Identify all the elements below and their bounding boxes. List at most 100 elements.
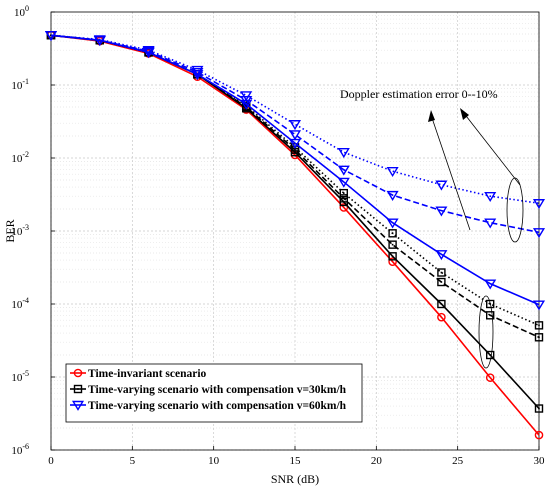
series-group xyxy=(44,30,546,440)
data-point-1-7 xyxy=(388,252,397,261)
y-tick-exponent: -4 xyxy=(22,296,29,305)
x-tick-label: 30 xyxy=(534,455,546,467)
data-point-5-4 xyxy=(240,95,253,107)
data-point-5-5 xyxy=(288,130,302,141)
data-point-4-3 xyxy=(191,70,204,81)
legend-entry-0: Time-invariant scenario xyxy=(70,368,207,380)
data-point-1-10-dot xyxy=(538,407,540,410)
series-6 xyxy=(44,31,546,210)
series-line-0 xyxy=(50,34,540,436)
data-point-1-10 xyxy=(534,404,544,413)
data-point-6-5 xyxy=(288,120,302,131)
data-point-3-8-dot xyxy=(440,271,443,274)
y-tick-label: 10-5 xyxy=(11,369,29,384)
data-point-5-7 xyxy=(386,190,399,201)
x-axis-label: SNR (dB) xyxy=(271,472,319,486)
annotation-group: Doppler estimation error 0--10% xyxy=(340,87,524,369)
x-tick-label: 20 xyxy=(371,455,383,467)
legend-marker xyxy=(71,400,85,411)
x-tick-label: 0 xyxy=(48,455,54,467)
y-tick-label: 100 xyxy=(14,4,29,19)
data-point-2-9-dot xyxy=(489,314,491,317)
data-point-2-4-dot xyxy=(245,106,247,108)
annotation-arrowhead-right xyxy=(460,108,469,120)
y-tick-exponent: -3 xyxy=(22,223,29,232)
data-point-2-8 xyxy=(437,277,446,287)
y-tick-exponent: -1 xyxy=(22,77,29,86)
data-point-3-6-dot xyxy=(343,192,345,194)
y-tick-exponent: 0 xyxy=(25,4,29,13)
data-point-1-9-dot xyxy=(489,354,491,356)
legend-box xyxy=(65,363,363,423)
data-point-5-9 xyxy=(484,218,497,229)
data-point-6-1 xyxy=(93,35,106,46)
data-point-3-6 xyxy=(339,188,348,198)
data-point-6-3 xyxy=(191,65,204,76)
data-point-2-6 xyxy=(339,194,348,203)
annotation-arrowhead-left xyxy=(428,110,435,122)
data-point-2-7-dot xyxy=(391,243,394,246)
data-point-2-6-dot xyxy=(343,197,345,200)
data-point-6-2 xyxy=(142,45,155,57)
data-point-3-8 xyxy=(437,268,446,277)
data-point-3-7 xyxy=(388,229,397,238)
x-tick-label: 15 xyxy=(290,455,302,467)
data-point-6-6 xyxy=(337,148,350,159)
annotation-arrow-left xyxy=(430,114,471,231)
data-point-3-0-dot xyxy=(50,34,52,37)
data-point-3-10-dot xyxy=(538,324,540,327)
y-tick-label: 10-4 xyxy=(11,296,29,311)
y-tick-exponent: -6 xyxy=(22,442,29,451)
data-point-3-7-dot xyxy=(391,232,394,235)
data-point-1-8-dot xyxy=(440,303,443,305)
legend-label: Time-varying scenario with compensation … xyxy=(88,400,347,412)
y-tick-exponent: -5 xyxy=(22,369,29,378)
y-axis-label: BER xyxy=(3,219,17,242)
data-point-2-9 xyxy=(486,311,495,320)
data-point-1-8 xyxy=(437,299,446,309)
data-point-3-9 xyxy=(486,299,495,309)
data-point-1-5-dot xyxy=(294,151,296,154)
data-point-5-10 xyxy=(532,228,546,239)
data-point-4-8 xyxy=(435,250,448,261)
y-tick-label: 10-2 xyxy=(11,150,29,165)
data-point-4-6 xyxy=(337,177,350,188)
data-point-6-0 xyxy=(44,31,58,42)
x-tick-label: 5 xyxy=(130,455,136,467)
legend: Time-invariant scenario Time-varying scen… xyxy=(65,363,363,423)
data-point-6-10 xyxy=(532,199,546,210)
data-point-0-6 xyxy=(339,203,349,212)
data-point-4-9 xyxy=(484,279,497,290)
annotation-ellipse-black xyxy=(478,295,494,369)
x-tick-label: 10 xyxy=(208,455,220,467)
data-point-6-7 xyxy=(386,166,399,178)
annotation-doppler: Doppler estimation error 0--10% xyxy=(340,87,498,101)
data-point-0-10 xyxy=(534,430,544,440)
legend-marker xyxy=(73,384,83,394)
data-point-6-9 xyxy=(484,191,497,203)
data-point-2-10 xyxy=(534,333,544,342)
series-5 xyxy=(44,31,546,239)
legend-entry-1: Time-varying scenario with compensation … xyxy=(70,384,347,396)
x-tick-label: 25 xyxy=(452,455,464,467)
data-point-5-6 xyxy=(337,165,350,176)
annotation-arrow-right xyxy=(462,111,521,186)
legend-marker xyxy=(73,368,83,378)
data-point-2-8-dot xyxy=(440,281,443,283)
y-tick-exponent: -2 xyxy=(22,150,29,159)
data-point-5-8 xyxy=(435,206,448,217)
data-point-6-4 xyxy=(240,91,253,102)
data-point-2-10-dot xyxy=(538,336,540,339)
data-point-6-8 xyxy=(435,180,448,191)
annotation-ellipse-blue xyxy=(506,177,524,243)
legend-label: Time-invariant scenario xyxy=(88,368,207,380)
series-2 xyxy=(46,31,544,342)
legend-marker-dot xyxy=(77,388,79,390)
data-point-0-7 xyxy=(388,257,397,266)
data-point-0-9 xyxy=(485,373,495,382)
data-point-3-10 xyxy=(534,321,544,330)
data-point-2-5-dot xyxy=(294,148,296,151)
y-tick-label: 10-1 xyxy=(11,77,29,92)
data-point-5-3 xyxy=(191,67,204,79)
data-point-4-7 xyxy=(386,218,399,229)
